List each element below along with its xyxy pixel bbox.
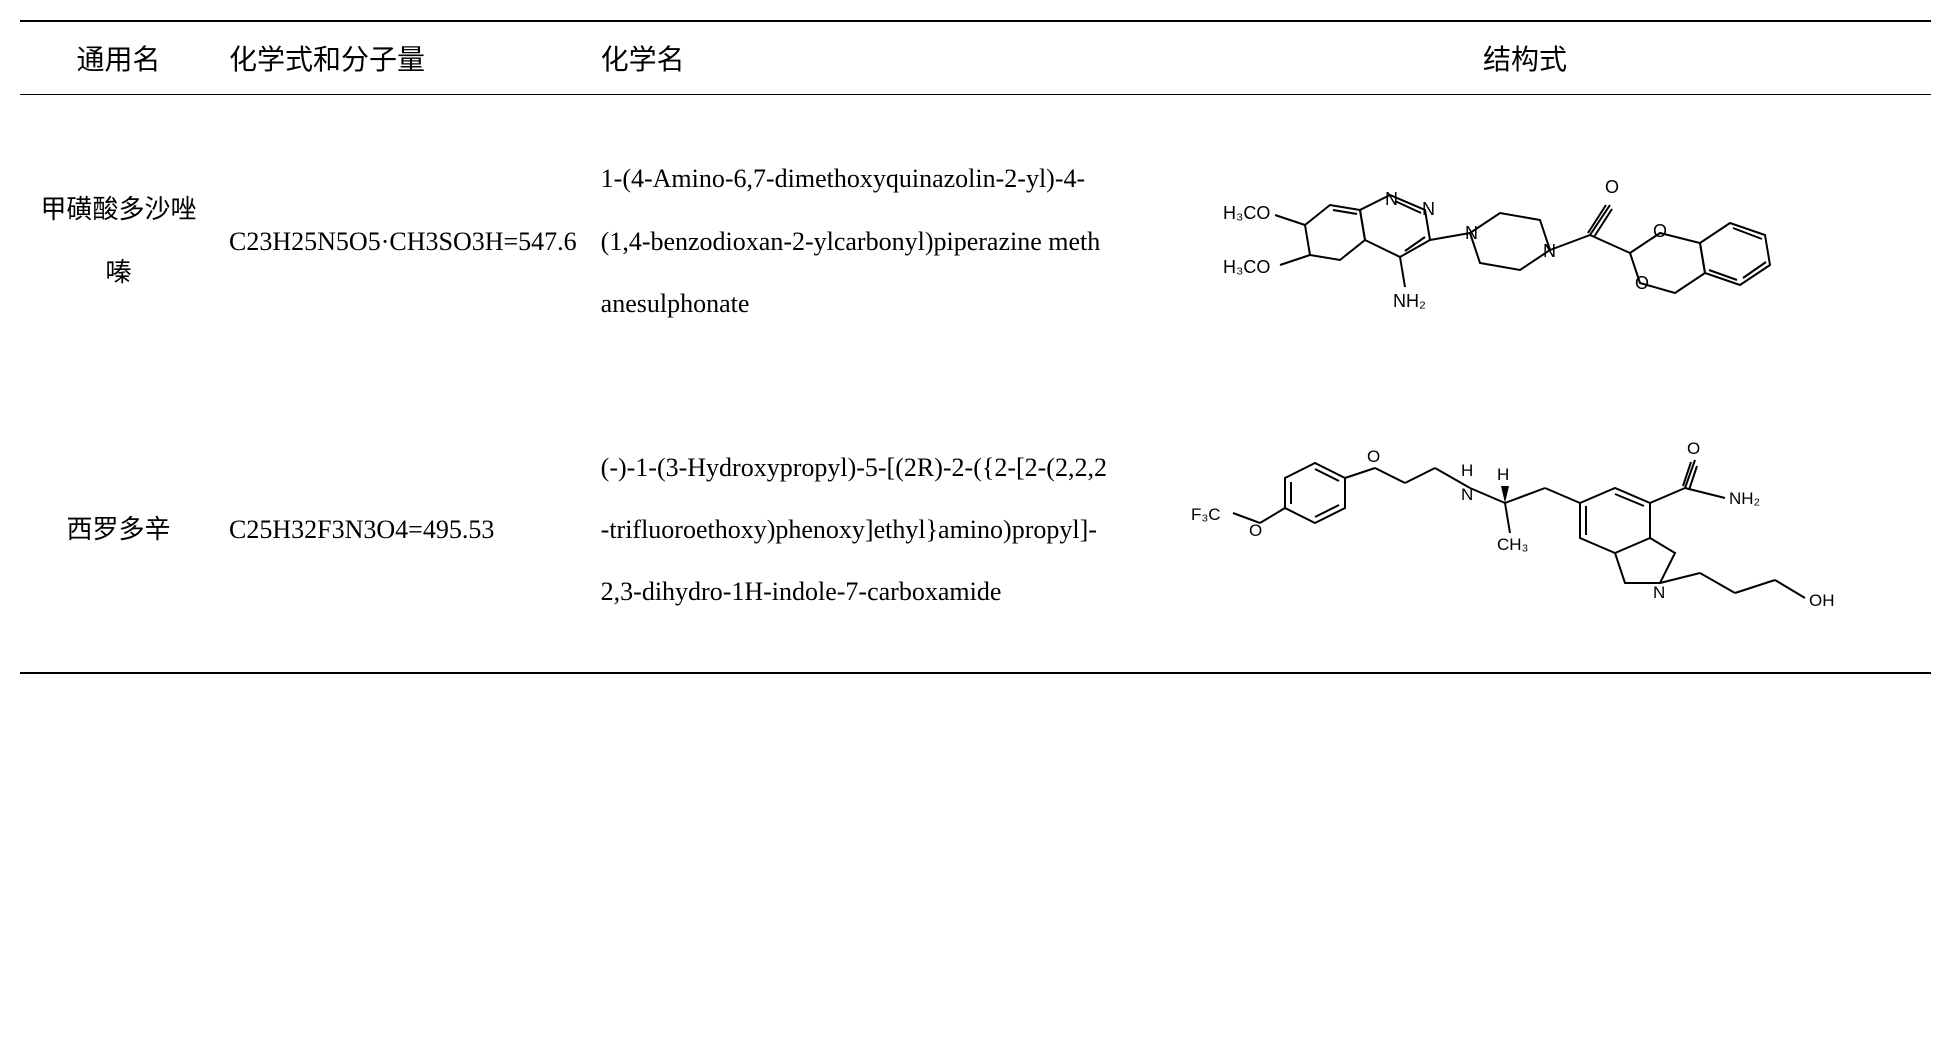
label-o1: O	[1653, 221, 1667, 241]
label-och3-2: H₃CO	[1223, 257, 1270, 277]
cell-generic-name: 西罗多辛	[20, 388, 217, 672]
label-n4: N	[1543, 241, 1556, 261]
label-nh-n: N	[1461, 485, 1473, 504]
label-f3c: F₃C	[1191, 505, 1221, 524]
table-row: 甲磺酸多沙唑嗪 C23H25N5O5·CH3SO3H=547.6 1-(4-Am…	[20, 95, 1931, 389]
label-c-o: O	[1605, 177, 1619, 197]
col-header-chemname: 化学名	[589, 21, 1119, 95]
table-row: 西罗多辛 C25H32F3N3O4=495.53 (-)-1-(3-Hydrox…	[20, 388, 1931, 672]
label-ch3: CH₃	[1497, 535, 1528, 554]
col-header-generic: 通用名	[20, 21, 217, 95]
col-header-structure: 结构式	[1119, 21, 1931, 95]
compound-table: 通用名 化学式和分子量 化学名 结构式 甲磺酸多沙唑嗪 C23H25N5O5·C…	[20, 20, 1931, 674]
cell-formula-mw: C23H25N5O5·CH3SO3H=547.6	[217, 95, 589, 389]
label-o2: O	[1635, 273, 1649, 293]
label-n3: N	[1465, 223, 1478, 243]
cell-chemical-name: 1-(4-Amino-6,7-dimethoxyquinazolin-2-yl)…	[589, 95, 1119, 389]
label-o2: O	[1367, 447, 1380, 466]
label-co: O	[1687, 439, 1700, 458]
label-n2: N	[1422, 199, 1435, 219]
table-header-row: 通用名 化学式和分子量 化学名 结构式	[20, 21, 1931, 95]
label-oh: OH	[1809, 591, 1835, 610]
label-nh2: NH₂	[1729, 489, 1760, 508]
cell-formula-mw: C25H32F3N3O4=495.53	[217, 388, 589, 672]
col-header-formula: 化学式和分子量	[217, 21, 589, 95]
silodosin-structure-icon: F₃C O O H N H CH₃ O NH₂ N OH	[1185, 408, 1865, 628]
cell-chemical-name: (-)-1-(3-Hydroxypropyl)-5-[(2R)-2-({2-[2…	[589, 388, 1119, 672]
cell-structure: H₃CO H₃CO NH₂ O N N N N O O	[1119, 95, 1931, 389]
label-nh2: NH₂	[1393, 291, 1426, 311]
label-ring-n: N	[1653, 583, 1665, 602]
label-h: H	[1497, 465, 1509, 484]
label-och3-1: H₃CO	[1223, 203, 1270, 223]
cell-structure: F₃C O O H N H CH₃ O NH₂ N OH	[1119, 388, 1931, 672]
cell-generic-name: 甲磺酸多沙唑嗪	[20, 95, 217, 389]
label-o1: O	[1249, 521, 1262, 540]
label-nh-h: H	[1461, 461, 1473, 480]
label-n1: N	[1385, 189, 1398, 209]
doxazosin-structure-icon: H₃CO H₃CO NH₂ O N N N N O O	[1215, 115, 1835, 345]
